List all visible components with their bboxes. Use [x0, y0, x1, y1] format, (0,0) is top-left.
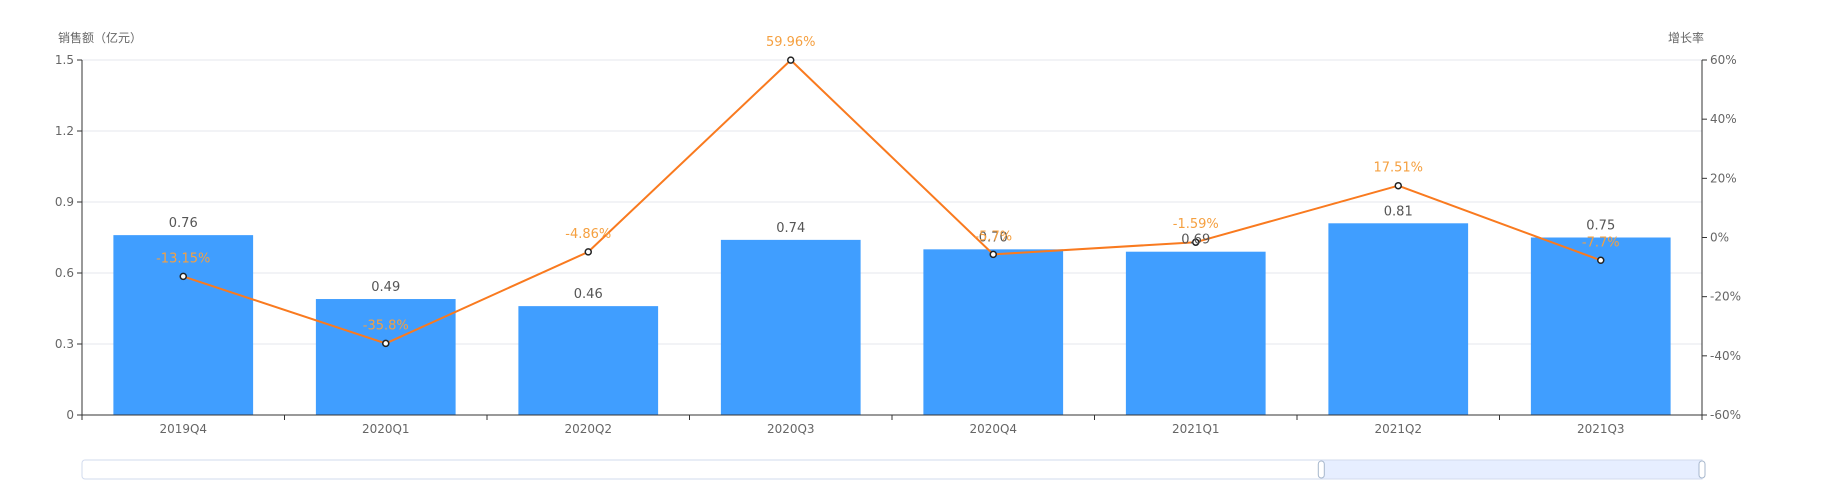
bar-value-label: 0.69 — [1181, 233, 1210, 248]
growth-rate-line — [182, 59, 1602, 345]
y-axis-left-tick-label: 0.6 — [55, 266, 74, 280]
growth-rate-point — [1597, 256, 1605, 265]
growth-rate-label: -13.15% — [156, 251, 210, 266]
y-axis-left-tick-label: 0.9 — [55, 195, 74, 209]
bar — [518, 306, 659, 415]
growth-rate-series — [179, 56, 1605, 348]
growth-rate-point — [1192, 238, 1200, 246]
x-axis-tick-label: 2020Q2 — [564, 422, 612, 436]
y-axis-left-title: 销售额（亿元） — [58, 30, 142, 45]
x-axis-tick-label: 2020Q3 — [767, 422, 815, 436]
growth-rate-label: 17.51% — [1373, 161, 1423, 176]
y-axis-right-tick-label: 40% — [1710, 112, 1737, 126]
growth-rate-label: -1.59% — [1173, 217, 1219, 232]
growth-rate-label: -35.8% — [363, 318, 409, 333]
y-axis-left-tick-label: 0 — [66, 408, 74, 422]
zoom-handle-left[interactable] — [1317, 460, 1325, 479]
x-axis-tick-label: 2020Q4 — [969, 422, 1017, 436]
bar-series — [113, 223, 1671, 415]
bar — [1530, 237, 1671, 415]
y-axis-right-tick-label: -40% — [1710, 349, 1741, 363]
data-zoom-slider[interactable] — [81, 459, 1706, 480]
x-axis-tick-label: 2021Q3 — [1577, 422, 1625, 436]
y-axis-right-title: 增长率 — [1668, 30, 1704, 45]
y-axis-right-tick-label: -20% — [1710, 290, 1741, 304]
growth-rate-point — [787, 56, 795, 64]
zoom-handle-right[interactable] — [1698, 460, 1706, 479]
growth-rate-label: -7.7% — [1582, 235, 1620, 250]
bar-value-label: 0.46 — [574, 287, 603, 302]
bar-value-label: 0.70 — [979, 230, 1008, 245]
growth-rate-point — [382, 339, 390, 348]
bar — [315, 299, 456, 415]
zoom-window[interactable] — [1320, 459, 1703, 480]
y-axis-right-tick-label: 20% — [1710, 171, 1737, 185]
y-axis-right-tick-label: 0% — [1710, 231, 1729, 245]
bar — [720, 239, 861, 415]
growth-rate-point — [1394, 181, 1402, 190]
growth-rate-point — [179, 272, 187, 281]
y-axis-left-tick-label: 1.5 — [55, 53, 74, 67]
x-axis-tick-label: 2019Q4 — [159, 422, 207, 436]
data-labels: 0.76 0.49 0.46 0.74 0.70 0.69 0.81 0.75 -13.15% -… — [156, 35, 1619, 333]
y-axis-right-tick-label: 60% — [1710, 53, 1737, 67]
bar-value-label: 0.81 — [1384, 204, 1413, 219]
x-axis-tick-label: 2020Q1 — [362, 422, 410, 436]
y-axis-left-tick-label: 0.3 — [55, 337, 74, 351]
bar — [113, 235, 254, 415]
bar — [1328, 223, 1469, 415]
bar-value-label: 0.75 — [1586, 219, 1615, 234]
y-axis-left-tick-label: 1.2 — [55, 124, 74, 138]
bar-value-label: 0.74 — [776, 221, 805, 236]
growth-rate-label: -4.86% — [565, 227, 611, 242]
growth-rate-label: 59.96% — [766, 35, 816, 50]
bar-value-label: 0.76 — [169, 216, 198, 231]
x-axis-tick-label: 2021Q2 — [1374, 422, 1422, 436]
bar-value-label: 0.49 — [371, 280, 400, 295]
x-axis-tick-label: 2021Q1 — [1172, 422, 1220, 436]
bar — [923, 249, 1064, 415]
bar — [1125, 251, 1266, 415]
axes: 0 0.3 0.6 0.9 1.2 1.5 -60% -40% -20% 0% 20% 40% 60% 2… — [55, 53, 1741, 436]
growth-rate-point — [989, 250, 997, 259]
growth-rate-point — [584, 248, 592, 256]
y-axis-right-tick-label: -60% — [1710, 408, 1741, 422]
growth-rate-label: -5.7% — [974, 229, 1012, 244]
